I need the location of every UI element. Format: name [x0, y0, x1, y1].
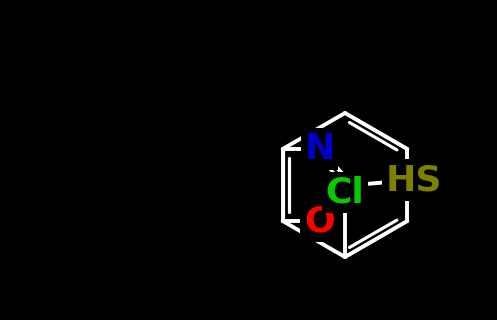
Text: HS: HS [386, 163, 442, 197]
Text: N: N [304, 132, 334, 166]
Text: O: O [304, 204, 335, 238]
Text: Cl: Cl [326, 175, 364, 209]
